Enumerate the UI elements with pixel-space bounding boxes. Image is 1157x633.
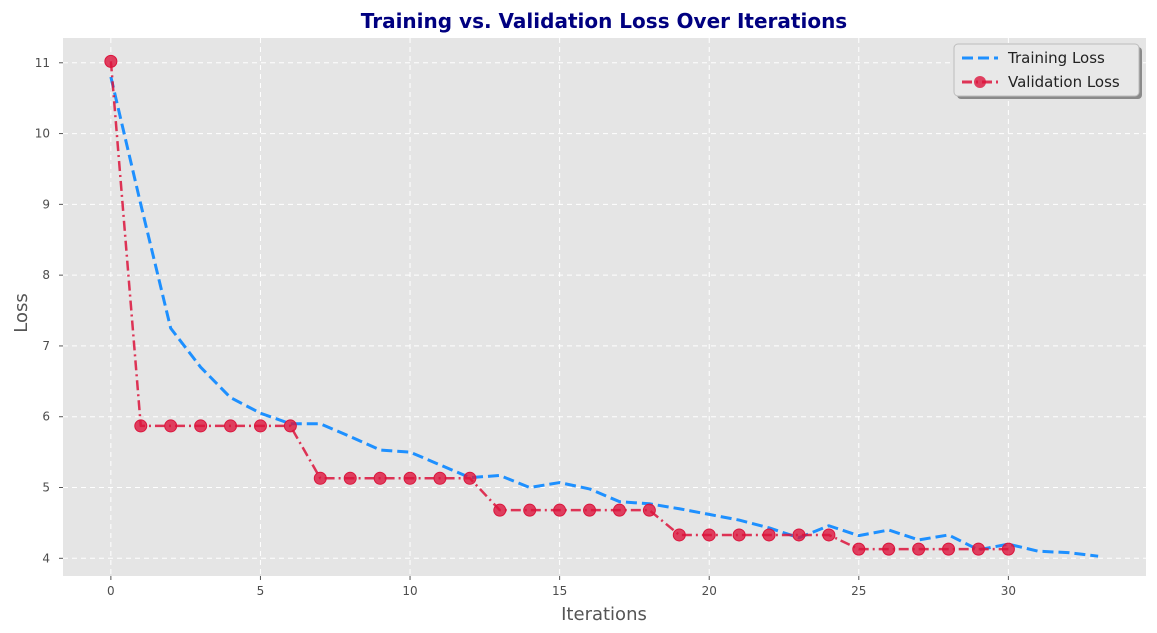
validation-loss-point-3 <box>194 419 208 433</box>
y-tick-label-5: 9 <box>42 197 50 211</box>
validation-loss-point-20 <box>702 528 716 542</box>
validation-loss-point-6 <box>283 419 297 433</box>
validation-loss-point-0 <box>104 54 118 68</box>
validation-loss-point-15 <box>553 503 567 517</box>
training-loss-line <box>109 76 1099 558</box>
plot-area <box>63 38 1146 576</box>
validation-loss-point-7 <box>313 471 327 485</box>
validation-loss-point-25 <box>852 542 866 556</box>
validation-loss-point-16 <box>583 503 597 517</box>
y-tick-label-0: 4 <box>42 551 50 565</box>
legend: Training Loss Validation Loss <box>953 43 1142 99</box>
validation-loss-point-8 <box>343 471 357 485</box>
y-tick-label-2: 6 <box>42 410 50 424</box>
y-axis-label: Loss <box>11 293 32 332</box>
validation-loss-point-14 <box>523 503 537 517</box>
validation-loss-point-23 <box>792 528 806 542</box>
validation-loss-point-17 <box>612 503 626 517</box>
validation-loss-point-1 <box>134 419 148 433</box>
chart-title: Training vs. Validation Loss Over Iterat… <box>361 9 847 33</box>
validation-loss-point-5 <box>253 419 267 433</box>
legend-entry-training: Training Loss <box>962 49 1105 67</box>
validation-loss-point-9 <box>373 471 387 485</box>
x-ticks: 0 5 10 15 20 25 30 <box>107 576 1016 598</box>
validation-loss-point-21 <box>732 528 746 542</box>
x-tick-label-2: 10 <box>402 584 417 598</box>
legend-validation-marker <box>974 76 986 88</box>
x-tick-label-1: 5 <box>257 584 265 598</box>
validation-loss-point-27 <box>912 542 926 556</box>
x-tick-label-4: 20 <box>702 584 717 598</box>
legend-box <box>953 43 1140 97</box>
y-tick-label-6: 10 <box>35 127 50 141</box>
validation-loss-point-24 <box>822 528 836 542</box>
validation-loss-point-30 <box>1001 542 1015 556</box>
legend-entry-validation: Validation Loss <box>962 73 1120 91</box>
legend-validation-label: Validation Loss <box>1008 73 1120 91</box>
validation-loss-point-12 <box>463 471 477 485</box>
validation-loss-point-22 <box>762 528 776 542</box>
x-tick-label-3: 15 <box>552 584 567 598</box>
y-tick-label-1: 5 <box>42 481 50 495</box>
validation-loss-point-18 <box>642 503 656 517</box>
x-tick-label-5: 25 <box>851 584 866 598</box>
y-tick-label-7: 11 <box>35 56 50 70</box>
validation-loss-point-2 <box>164 419 178 433</box>
y-tick-label-3: 7 <box>42 339 50 353</box>
legend-training-label: Training Loss <box>1007 49 1105 67</box>
validation-loss-point-29 <box>971 542 985 556</box>
series-layer <box>104 54 1099 558</box>
validation-loss-point-4 <box>224 419 238 433</box>
validation-loss-point-11 <box>433 471 447 485</box>
grid-lines <box>63 38 1146 576</box>
validation-loss-point-13 <box>493 503 507 517</box>
x-axis-label: Iterations <box>561 604 647 625</box>
x-tick-label-0: 0 <box>107 584 115 598</box>
y-ticks: 4 5 6 7 8 9 10 11 <box>35 56 63 565</box>
validation-loss-point-26 <box>882 542 896 556</box>
validation-loss-point-28 <box>942 542 956 556</box>
x-tick-label-6: 30 <box>1001 584 1016 598</box>
validation-loss-point-19 <box>672 528 686 542</box>
validation-loss-point-10 <box>403 471 417 485</box>
y-tick-label-4: 8 <box>42 268 50 282</box>
